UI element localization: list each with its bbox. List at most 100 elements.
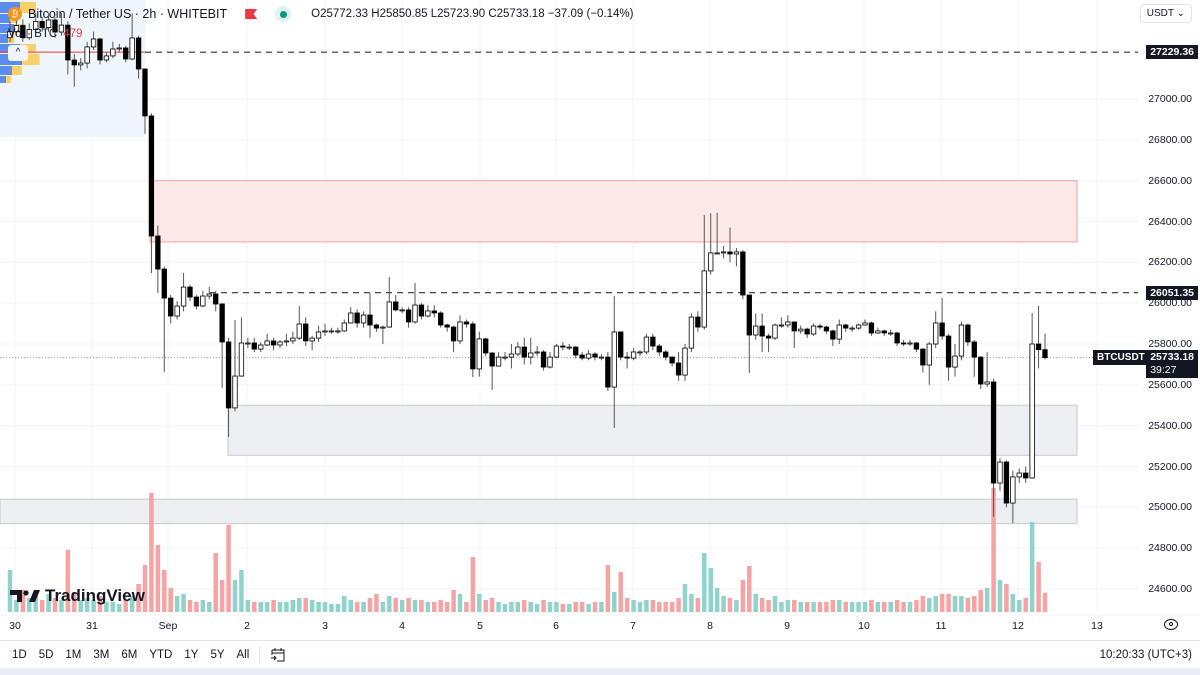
candle-body [573, 346, 579, 356]
volume-bar [78, 600, 83, 612]
open-value: O25772.33 [311, 8, 369, 20]
range-all[interactable]: All [236, 649, 250, 661]
range-1m[interactable]: 1M [65, 649, 82, 661]
volume-bar [239, 570, 244, 612]
candle-body [534, 351, 540, 354]
currency-select[interactable]: USDT ⌄ [1139, 4, 1192, 23]
volume-bar [573, 602, 578, 612]
bottom-strip [0, 668, 1200, 675]
bottom-toolbar: 1D 5D 1M 3M 6M YTD 1Y 5Y All 10:20:33 (U… [0, 640, 1200, 669]
candle-body [849, 327, 855, 330]
volume-bar [470, 557, 476, 612]
candle-body [142, 68, 148, 117]
volume-bar [702, 553, 707, 612]
volume-bar [984, 588, 990, 612]
volume-bar [200, 600, 206, 612]
candle-body [335, 330, 341, 333]
symbol-title[interactable]: Bitcoin / Tether US · 2h · WHITEBIT [28, 7, 228, 21]
candle-body [213, 293, 219, 305]
candle-body [367, 314, 373, 326]
volume-bar [207, 602, 212, 612]
time-tick-label: 4 [399, 620, 405, 632]
level-price-tag: 27229.36 [1146, 45, 1198, 60]
candle-body [708, 252, 714, 272]
candle-body [1003, 461, 1010, 504]
volume-bar [348, 600, 353, 612]
volume-bar [46, 594, 51, 612]
candle-body [135, 37, 142, 70]
price-tick-label: 25600.00 [1148, 378, 1192, 391]
candle-body [765, 335, 772, 339]
volume-bar [644, 600, 649, 612]
range-ytd[interactable]: YTD [149, 649, 173, 661]
candle-body [110, 48, 116, 57]
candle-body [71, 59, 77, 66]
volume-bar [187, 600, 193, 612]
candle-body [547, 356, 553, 368]
calendar-goto-icon[interactable] [270, 647, 286, 663]
eye-icon[interactable] [1164, 619, 1178, 630]
candle-body [669, 356, 675, 364]
volume-label: Vol · BTC [8, 28, 58, 40]
price-chart[interactable] [0, 0, 1200, 640]
volume-bar [444, 602, 450, 612]
symbol-legend: ₿ Bitcoin / Tether US · 2h · WHITEBIT O2… [8, 6, 633, 22]
volume-bar [747, 566, 752, 612]
candle-body [508, 353, 515, 358]
volume-bar [837, 600, 842, 612]
range-5d[interactable]: 5D [38, 649, 54, 661]
time-tick-label: 13 [1091, 620, 1103, 632]
volume-profile-bar [12, 66, 22, 75]
candle-body [457, 321, 463, 342]
range-3m[interactable]: 3M [93, 649, 110, 661]
range-6m[interactable]: 6M [121, 649, 138, 661]
candle-body [907, 342, 913, 345]
volume-profile-bar [0, 34, 8, 43]
volume-bar [72, 592, 77, 612]
volume-bar [277, 602, 283, 612]
candle-body [303, 323, 309, 342]
range-5y[interactable]: 5Y [210, 649, 225, 661]
volume-bar [695, 598, 701, 612]
range-1d[interactable]: 1D [12, 649, 27, 661]
volume-profile-bar [22, 54, 40, 65]
volume-bar [136, 584, 141, 612]
volume-bar [605, 565, 611, 612]
volume-value: 479 [63, 28, 83, 40]
volume-bar [489, 598, 495, 612]
candle-body [425, 310, 431, 317]
candle-body [219, 303, 225, 343]
candle-body [965, 324, 971, 343]
price-tick-label: 24800.00 [1148, 542, 1192, 555]
clock-timezone[interactable]: 10:20:33 (UTC+3) [1099, 649, 1192, 661]
volume-bar [438, 600, 443, 612]
tradingview-logo[interactable]: TradingView [10, 586, 145, 606]
candle-body [675, 362, 682, 376]
candle-body [444, 324, 450, 328]
volume-profile-bar [0, 24, 14, 33]
candle-body [817, 325, 823, 328]
candle-body [984, 381, 990, 385]
candle-body [168, 297, 174, 317]
candle-body [39, 21, 45, 28]
candle-body [148, 115, 155, 237]
candle-body [296, 323, 302, 339]
candle-body [720, 251, 727, 254]
volume-bar [509, 602, 514, 612]
candle-body [380, 326, 386, 329]
volume-bar [361, 602, 366, 612]
candle-body [579, 354, 585, 359]
volume-bar [792, 600, 797, 612]
range-1y[interactable]: 1Y [184, 649, 199, 661]
candle-body [875, 330, 881, 334]
flag-icon[interactable] [245, 9, 258, 19]
collapse-legend-button[interactable]: ^ [8, 45, 28, 61]
volume-bar [322, 602, 328, 612]
candle-body [798, 328, 804, 332]
candle-body [701, 270, 707, 328]
volume-bar [316, 602, 321, 612]
candle-body [836, 324, 842, 340]
volume-bar [759, 598, 765, 612]
volume-bar [869, 600, 874, 612]
volume-bar [714, 588, 720, 612]
